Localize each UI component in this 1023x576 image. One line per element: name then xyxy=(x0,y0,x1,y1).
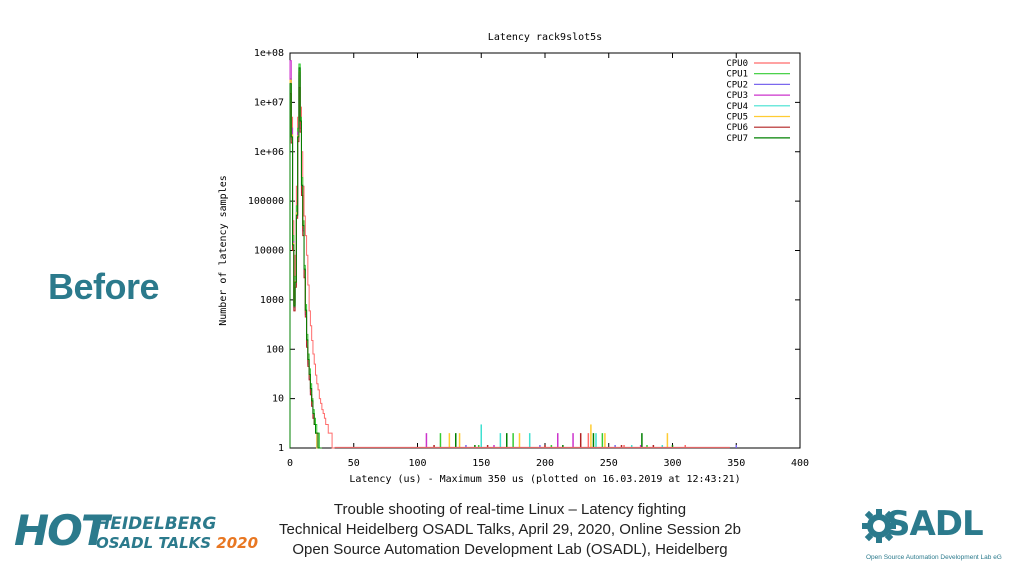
hot-heidelberg-logo: HOT HEIDELBERG OSADL TALKS 2020 xyxy=(14,506,258,558)
series-line-cpu5 xyxy=(289,71,320,449)
y-tick-label: 1e+06 xyxy=(254,147,284,158)
x-tick-label: 150 xyxy=(472,458,490,469)
plot-frame xyxy=(289,52,801,449)
hot-logo-line1: HEIDELBERG xyxy=(96,514,217,534)
osadl-logo: SADL Open Source Automation Development … xyxy=(852,500,1012,570)
series-line-cpu4 xyxy=(289,73,320,449)
gear-icon xyxy=(862,509,896,543)
legend-label-cpu0: CPU0 xyxy=(726,59,748,69)
legend-label-cpu1: CPU1 xyxy=(726,70,748,80)
x-tick-label: 300 xyxy=(663,458,681,469)
hot-logo-mark: HOT xyxy=(14,506,110,555)
slide-caption: Trouble shooting of real-time Linux – La… xyxy=(260,500,760,560)
caption-line-3: Open Source Automation Development Lab (… xyxy=(292,541,728,558)
series-line-cpu7 xyxy=(289,67,322,449)
caption-line-1: Trouble shooting of real-time Linux – La… xyxy=(333,501,687,518)
y-tick-label: 1 xyxy=(278,443,284,454)
hot-logo-year: 2020 xyxy=(216,534,259,552)
y-tick-label: 100000 xyxy=(248,196,284,207)
chart-title: Latency rack9slot5s xyxy=(488,32,602,43)
legend-label-cpu5: CPU5 xyxy=(726,113,748,123)
y-tick-label: 10 xyxy=(272,394,284,405)
x-tick-label: 50 xyxy=(348,458,360,469)
hot-logo-line2: OSADL TALKS 2020 xyxy=(96,534,258,552)
y-tick-label: 1e+07 xyxy=(254,97,284,108)
legend-label-cpu7: CPU7 xyxy=(726,134,748,144)
osadl-logo-subtitle: Open Source Automation Development Lab e… xyxy=(866,554,1002,561)
y-tick-label: 1000 xyxy=(260,295,284,306)
y-tick-label: 100 xyxy=(266,344,284,355)
x-tick-label: 200 xyxy=(536,458,554,469)
x-tick-label: 350 xyxy=(727,458,745,469)
y-axis-label: Number of latency samples xyxy=(218,175,229,326)
osadl-logo-word: SADL xyxy=(886,504,984,544)
y-tick-label: 1e+08 xyxy=(254,48,284,59)
caption-line-2: Technical Heidelberg OSADL Talks, April … xyxy=(279,521,741,538)
x-axis-label: Latency (us) - Maximum 350 us (plotted o… xyxy=(349,474,740,485)
series-line-cpu3 xyxy=(289,60,320,449)
x-tick-label: 400 xyxy=(791,458,809,469)
x-tick-label: 0 xyxy=(287,458,293,469)
hot-logo-line2-text: OSADL TALKS xyxy=(96,534,217,552)
series-line-cpu2 xyxy=(289,72,320,449)
y-tick-label: 10000 xyxy=(254,246,284,257)
slide-heading: Before xyxy=(48,266,160,307)
series-line-cpu0 xyxy=(289,78,335,449)
legend-label-cpu2: CPU2 xyxy=(726,80,748,90)
legend-label-cpu3: CPU3 xyxy=(726,91,748,101)
latency-chart: Latency rack9slot5s 0 50 100 150 200 250 300 350… xyxy=(218,32,809,485)
legend-label-cpu6: CPU6 xyxy=(726,123,748,133)
x-tick-label: 250 xyxy=(600,458,618,469)
legend-label-cpu4: CPU4 xyxy=(726,102,748,112)
x-tick-label: 100 xyxy=(408,458,426,469)
